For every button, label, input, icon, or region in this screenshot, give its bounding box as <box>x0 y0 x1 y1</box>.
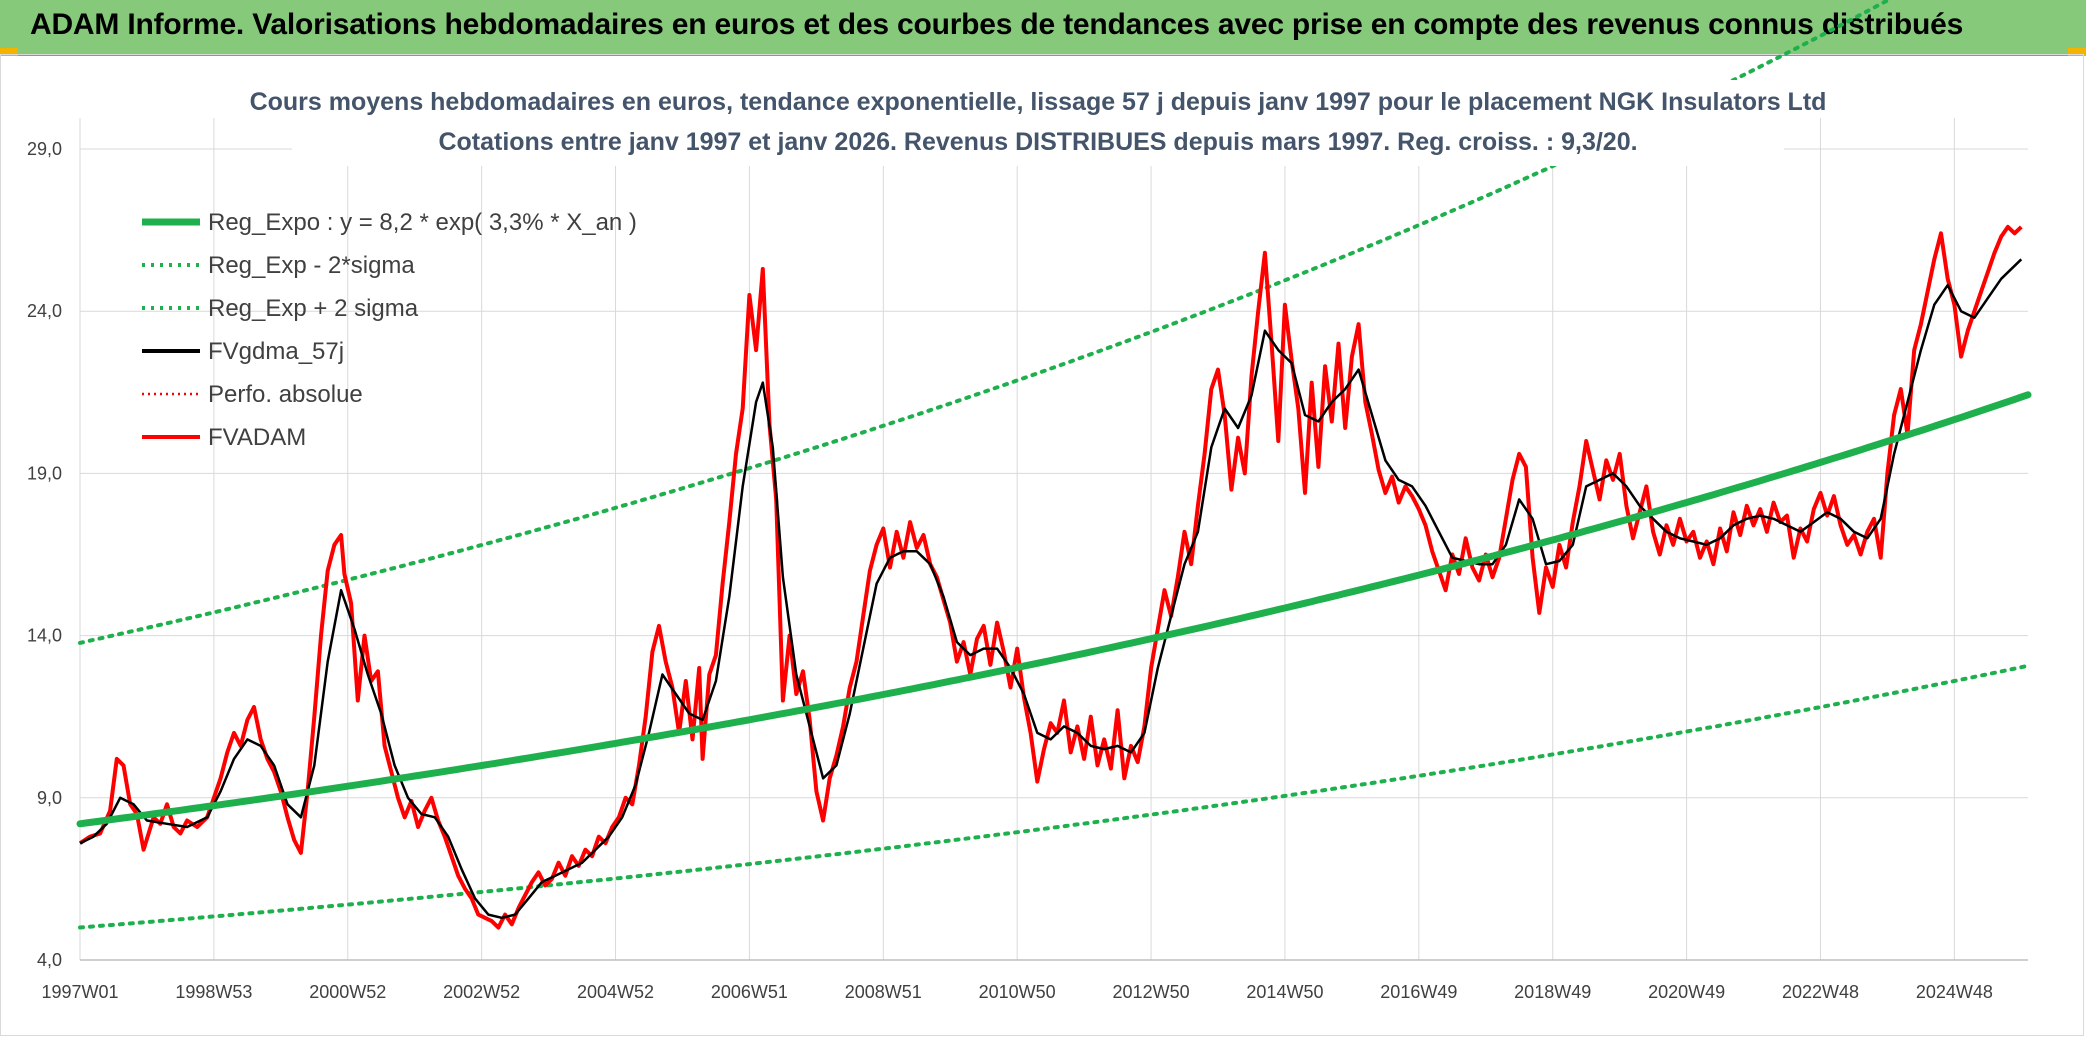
x-tick-label: 2000W52 <box>309 982 386 1002</box>
report-banner: ADAM Informe. Valorisations hebdomadaire… <box>0 0 2086 56</box>
x-tick-label: 2022W48 <box>1782 982 1859 1002</box>
x-tick-label: 2008W51 <box>845 982 922 1002</box>
x-tick-label: 2010W50 <box>979 982 1056 1002</box>
x-tick-label: 2012W50 <box>1113 982 1190 1002</box>
series-fvadam <box>78 224 2023 930</box>
y-tick-label: 29,0 <box>27 139 62 159</box>
x-tick-label: 1997W01 <box>41 982 118 1002</box>
x-tick-label: 1998W53 <box>175 982 252 1002</box>
chart-series <box>76 0 2032 930</box>
x-axis-ticks: 1997W01 1998W53 2000W52 2002W52 2004W52 2006W… <box>41 982 1992 1002</box>
legend-label: Reg_Exp - 2*sigma <box>208 252 415 279</box>
chart-title-background <box>292 80 1784 166</box>
x-tick-label: 2024W48 <box>1916 982 1993 1002</box>
corner-marker-right <box>2068 48 2086 56</box>
y-tick-label: 9,0 <box>37 788 62 808</box>
chart-title-line-2: Cotations entre janv 1997 et janv 2026. … <box>438 128 1637 156</box>
corner-marker-left <box>0 48 18 56</box>
legend-label: FVADAM <box>208 424 306 451</box>
chart-title-line-1: Cours moyens hebdomadaires en euros, ten… <box>250 88 1827 116</box>
series-reg-expo <box>76 391 2032 828</box>
chart-legend: Reg_Expo : y = 8,2 * exp( 3,3% * X_an ) R… <box>142 209 637 451</box>
y-tick-label: 24,0 <box>27 301 62 321</box>
x-tick-label: 2014W50 <box>1246 982 1323 1002</box>
series-reg-exp-minus-2sigma <box>78 663 2030 930</box>
x-tick-label: 2006W51 <box>711 982 788 1002</box>
x-tick-label: 2020W49 <box>1648 982 1725 1002</box>
x-tick-label: 2004W52 <box>577 982 654 1002</box>
legend-label: Perfo. absolue <box>208 381 363 408</box>
legend-label: Reg_Expo : y = 8,2 * exp( 3,3% * X_an ) <box>208 209 637 236</box>
x-tick-label: 2002W52 <box>443 982 520 1002</box>
x-tick-label: 2018W49 <box>1514 982 1591 1002</box>
y-axis-ticks: 4,0 9,0 14,0 19,0 24,0 29,0 <box>27 139 62 970</box>
y-tick-label: 4,0 <box>37 950 62 970</box>
legend-label: Reg_Exp + 2 sigma <box>208 295 419 322</box>
chart-frame <box>0 54 2084 1036</box>
y-tick-label: 19,0 <box>27 463 62 483</box>
series-fvgdma-57j <box>79 258 2023 920</box>
x-tick-label: 2016W49 <box>1380 982 1457 1002</box>
legend-label: FVgdma_57j <box>208 338 344 365</box>
series-reg-exp-plus-2sigma <box>78 0 1893 645</box>
report-banner-title: ADAM Informe. Valorisations hebdomadaire… <box>30 8 1964 41</box>
chart-gridlines <box>79 118 2028 961</box>
y-tick-label: 14,0 <box>27 626 62 646</box>
